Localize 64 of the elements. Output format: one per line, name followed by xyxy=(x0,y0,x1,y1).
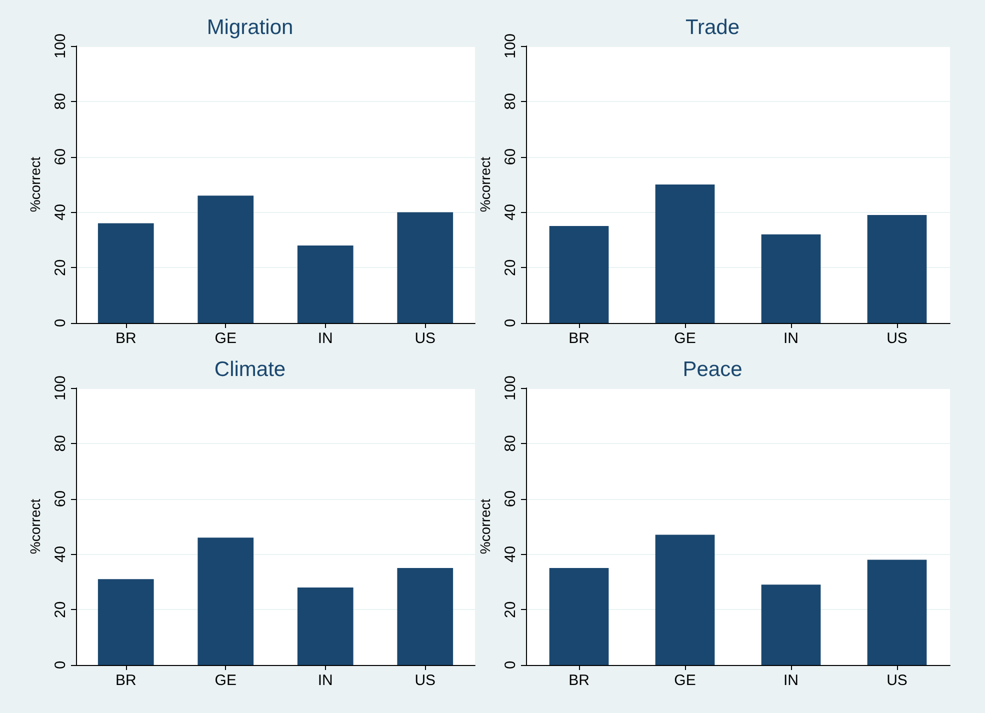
x-tick-label: US xyxy=(886,330,908,347)
x-tick-label: GE xyxy=(214,330,236,347)
chart-title: Trade xyxy=(685,16,740,39)
y-tick-label: 0 xyxy=(52,318,69,328)
y-tick-label: 100 xyxy=(502,375,519,401)
x-tick-label: IN xyxy=(784,672,798,689)
y-tick-label: 60 xyxy=(502,148,519,166)
y-tick-label: 40 xyxy=(502,204,519,221)
y-tick-label: 80 xyxy=(502,93,519,110)
bar xyxy=(761,234,821,323)
y-tick-label: 20 xyxy=(52,259,69,276)
y-tick-label: 80 xyxy=(502,435,519,452)
y-tick-label: 20 xyxy=(502,259,519,276)
bar xyxy=(98,579,154,665)
bar xyxy=(867,214,927,323)
x-tick-label: BR xyxy=(115,330,136,347)
bar xyxy=(655,534,715,665)
y-tick-label: 60 xyxy=(52,148,69,166)
y-tick-label: 0 xyxy=(502,660,519,670)
y-tick-label: 0 xyxy=(52,660,69,670)
bar xyxy=(549,568,609,665)
bar xyxy=(549,226,609,323)
y-tick-label: 60 xyxy=(52,490,69,508)
chart-title: Peace xyxy=(682,358,742,381)
x-tick-label: GE xyxy=(674,330,696,347)
chart-title: Climate xyxy=(214,358,286,381)
y-tick-label: 40 xyxy=(502,546,519,563)
x-tick-label: BR xyxy=(568,672,590,689)
bar xyxy=(761,584,821,665)
x-tick-label: GE xyxy=(214,672,236,689)
y-axis-title: %correct xyxy=(477,156,493,212)
x-tick-label: IN xyxy=(784,330,798,347)
x-tick-label: US xyxy=(414,672,436,689)
bar xyxy=(98,223,154,323)
bar xyxy=(297,245,354,323)
bar xyxy=(397,212,454,323)
y-tick-label: 40 xyxy=(52,204,69,221)
bar xyxy=(297,587,354,665)
y-tick-label: 0 xyxy=(502,318,519,328)
y-tick-label: 60 xyxy=(502,490,519,508)
chart-title: Migration xyxy=(206,16,294,39)
y-tick-label: 100 xyxy=(52,33,69,59)
bar xyxy=(198,196,254,323)
x-tick-label: GE xyxy=(674,672,696,689)
y-tick-label: 20 xyxy=(502,601,519,618)
bar xyxy=(397,568,454,665)
y-tick-label: 80 xyxy=(52,435,69,452)
bar xyxy=(198,538,254,665)
y-tick-label: 40 xyxy=(52,546,69,563)
y-tick-label: 20 xyxy=(52,601,69,618)
y-tick-label: 80 xyxy=(52,93,69,110)
bar xyxy=(655,184,715,323)
y-axis-title: %correct xyxy=(27,498,43,554)
x-tick-label: US xyxy=(414,330,436,347)
x-tick-label: BR xyxy=(568,330,590,347)
x-tick-label: IN xyxy=(318,672,333,689)
y-tick-label: 100 xyxy=(52,375,69,401)
y-axis-title: %correct xyxy=(477,498,493,554)
y-tick-label: 100 xyxy=(502,33,519,59)
x-tick-label: US xyxy=(886,672,908,689)
y-axis-title: %correct xyxy=(27,156,43,212)
x-tick-label: IN xyxy=(318,330,333,347)
bar xyxy=(867,560,927,665)
x-tick-label: BR xyxy=(115,672,136,689)
